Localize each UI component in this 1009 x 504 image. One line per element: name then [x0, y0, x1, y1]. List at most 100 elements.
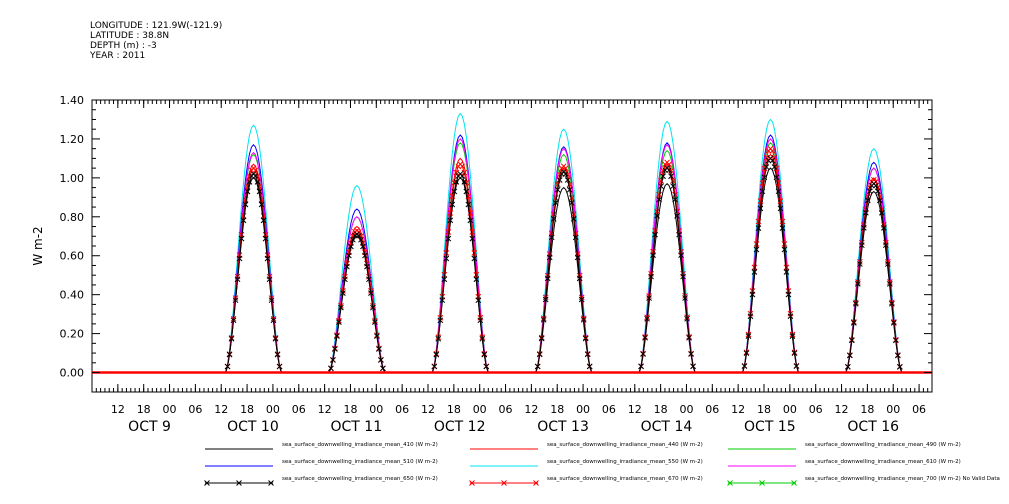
legend-label: sea_surface_downwelling_irradiance_mean_… — [282, 459, 438, 465]
series-marker-670 — [769, 148, 776, 154]
series-marker-650 — [473, 276, 480, 283]
series-marker-650 — [658, 183, 664, 190]
series-marker-670 — [260, 213, 267, 219]
series-marker-650 — [344, 263, 350, 270]
legend-marker — [268, 480, 274, 486]
metadata-header: LONGITUDE : 121.9W(-121.9) LATITUDE : 38… — [90, 21, 222, 61]
series-marker-650 — [787, 313, 794, 320]
series-marker-650 — [848, 337, 855, 344]
day-label: OCT 16 — [847, 419, 899, 435]
series-marker-650 — [254, 179, 261, 185]
series-marker-670 — [242, 196, 249, 203]
series-marker-650 — [358, 236, 364, 243]
series-line-650 — [92, 157, 932, 373]
day-label: OCT 13 — [537, 419, 589, 435]
series-marker-650 — [232, 297, 239, 304]
day-label: OCT 11 — [330, 419, 382, 435]
series-marker-650 — [483, 363, 490, 370]
series-marker-650 — [769, 157, 776, 164]
series-marker-650 — [743, 350, 750, 357]
series-marker-650 — [894, 352, 901, 359]
series-marker-650 — [844, 363, 851, 370]
series-marker-650 — [785, 291, 792, 298]
series-marker-650 — [759, 188, 766, 195]
series-marker-650 — [789, 333, 796, 340]
series-marker-650 — [850, 320, 857, 326]
x-tick-label: 18 — [137, 403, 151, 416]
series-marker-650 — [676, 231, 682, 238]
series-marker-650 — [670, 183, 676, 190]
x-tick-label: 12 — [421, 403, 435, 416]
series-marker-650 — [745, 333, 752, 340]
x-tick-label: 00 — [886, 403, 900, 416]
series-marker-670 — [447, 210, 454, 216]
series-marker-650 — [230, 317, 237, 324]
series-marker-650 — [550, 216, 557, 222]
series-marker-650 — [552, 199, 559, 206]
x-tick-label: 12 — [835, 403, 849, 416]
axis-ticks: 0.00 0.20 0.40 0.60 0.80 1.00 1.20 1.40 W m-2 12 1… — [31, 94, 933, 435]
series-marker-650 — [741, 363, 748, 369]
series-marker-650 — [638, 363, 644, 370]
series-marker-650 — [783, 269, 790, 275]
x-tick-label: 18 — [447, 403, 461, 416]
series-marker-650 — [479, 335, 486, 342]
series-marker-650 — [242, 201, 249, 208]
series-marker-650 — [576, 275, 583, 282]
series-marker-650 — [342, 276, 348, 283]
day-label: OCT 9 — [128, 419, 171, 435]
series-marker-650 — [477, 317, 484, 324]
x-tick-label: 00 — [266, 403, 280, 416]
series-line-410 — [92, 167, 932, 373]
series-marker-650 — [666, 167, 672, 174]
plot-frame — [91, 99, 933, 393]
series-marker-650 — [449, 201, 456, 208]
x-tick-label: 18 — [343, 403, 357, 416]
x-tick-label: 12 — [524, 403, 538, 416]
y-tick-label: 0.40 — [60, 289, 85, 302]
legend-label: sea_surface_downwelling_irradiance_mean_… — [282, 476, 438, 482]
series-marker-650 — [672, 196, 678, 203]
series-marker-650 — [463, 188, 470, 195]
y-tick-label: 0.20 — [60, 328, 85, 341]
day-label: OCT 14 — [641, 419, 693, 435]
legend-label: sea_surface_downwelling_irradiance_mean_… — [547, 476, 703, 482]
series-marker-650 — [453, 179, 460, 185]
series-line-610 — [92, 138, 932, 373]
series-marker-650 — [256, 188, 263, 195]
x-tick-label: 18 — [240, 403, 254, 416]
x-tick-label: 18 — [654, 403, 668, 416]
series-marker-650 — [660, 173, 666, 180]
series-marker-650 — [757, 205, 764, 212]
series-marker-670 — [570, 211, 577, 218]
series-marker-650 — [888, 300, 895, 307]
x-tick-label: 12 — [111, 403, 125, 416]
series-marker-650 — [858, 242, 865, 249]
y-axis-label: W m-2 — [31, 226, 45, 265]
series-line-670 — [92, 147, 932, 373]
x-tick-label: 06 — [292, 403, 306, 416]
x-tick-label: 00 — [473, 403, 487, 416]
series-marker-650 — [781, 246, 788, 253]
legend-label: sea_surface_downwelling_irradiance_mean_… — [805, 442, 961, 448]
series-marker-650 — [674, 213, 680, 219]
x-tick-label: 06 — [395, 403, 409, 416]
series-marker-650 — [238, 235, 245, 242]
series-marker-650 — [668, 173, 674, 180]
series-marker-670 — [461, 169, 468, 176]
series-marker-650 — [224, 363, 231, 370]
series-marker-650 — [447, 217, 454, 224]
series-marker-650 — [542, 296, 549, 303]
y-tick-label: 0.80 — [60, 211, 85, 224]
series-marker-650 — [574, 254, 581, 261]
series-marker-670 — [459, 163, 466, 170]
x-tick-label: 18 — [757, 403, 771, 416]
legend-label: sea_surface_downwelling_irradiance_mean_… — [805, 459, 961, 465]
series-marker-650 — [380, 365, 386, 372]
series-marker-650 — [864, 197, 871, 204]
day-label: OCT 10 — [227, 419, 279, 435]
series-marker-650 — [372, 319, 378, 326]
series-marker-650 — [678, 252, 684, 258]
series-marker-670 — [757, 198, 764, 204]
